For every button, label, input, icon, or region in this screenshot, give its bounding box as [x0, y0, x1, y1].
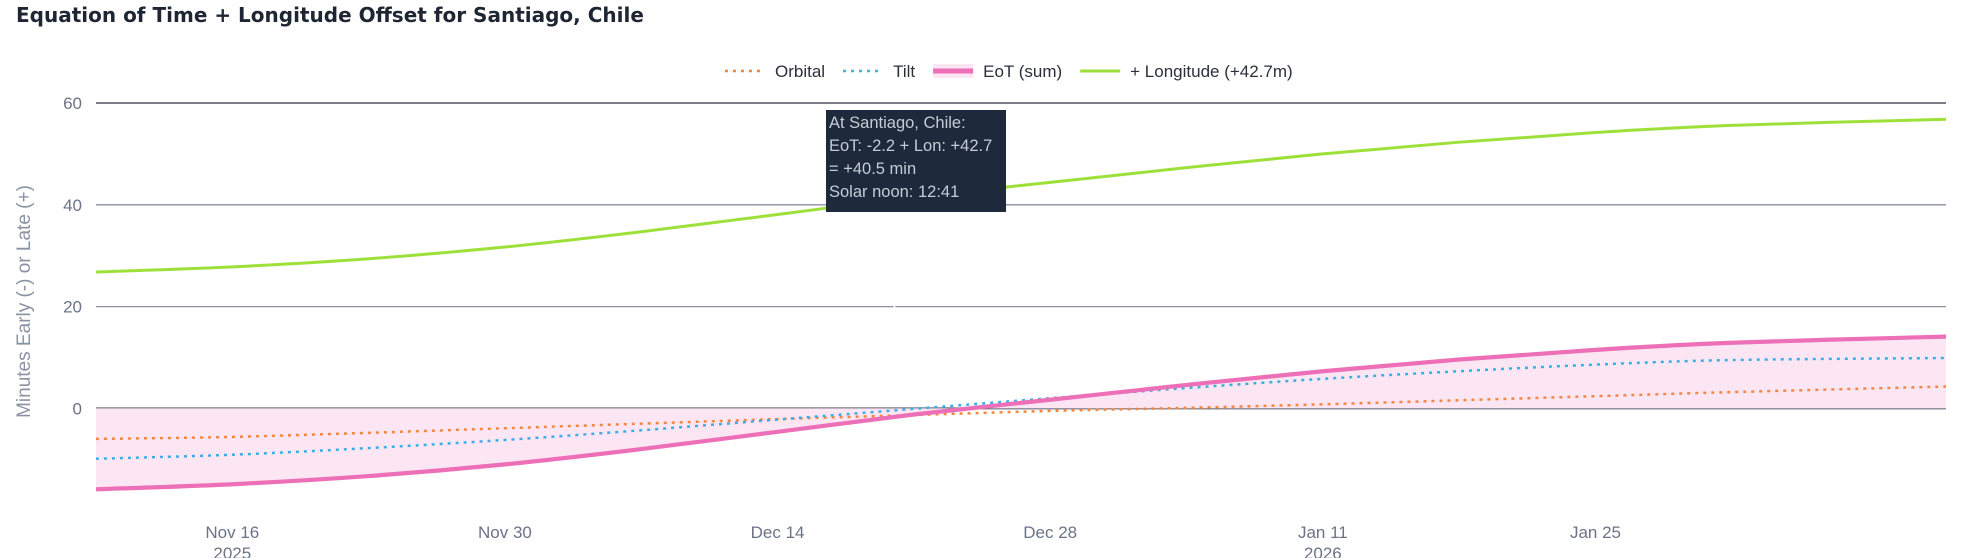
- legend-item[interactable]: Orbital: [725, 62, 825, 81]
- x-tick-label: Jan 25: [1570, 523, 1621, 542]
- legend-label: Tilt: [893, 62, 915, 81]
- series-line-longitude-42-7m: [96, 117, 1946, 274]
- y-tick-labels: 0 20 40 60: [63, 94, 82, 418]
- y-tick-label: 0: [73, 399, 82, 418]
- tooltip: At Santiago, Chile: EoT: -2.2 + Lon: +42.…: [826, 110, 1006, 212]
- legend: Orbital Tilt EoT (sum) + Longitude (+42.7m): [725, 62, 1293, 81]
- x-tick-label: Jan 11: [1298, 523, 1348, 542]
- x-tick-label: Dec 28: [1023, 523, 1077, 542]
- legend-item[interactable]: EoT (sum): [933, 62, 1062, 81]
- x-tick-labels: Nov 16 2025 Nov 30 Dec 14 Dec 28 Jan 11 2026 Ja…: [205, 523, 1621, 558]
- legend-label: EoT (sum): [983, 62, 1062, 81]
- x-tick-year-label: 2026: [1304, 544, 1342, 558]
- y-tick-label: 60: [63, 94, 82, 113]
- tooltip-line: Solar noon: 12:41: [829, 183, 959, 201]
- y-tick-label: 20: [63, 298, 82, 317]
- x-tick-year-label: 2025: [213, 544, 251, 558]
- x-tick-label: Dec 14: [751, 523, 805, 542]
- y-tick-label: 40: [63, 196, 82, 215]
- series-line-tilt: [96, 356, 1946, 461]
- x-tick-label: Nov 30: [478, 523, 532, 542]
- legend-label: + Longitude (+42.7m): [1130, 62, 1293, 81]
- series-fill-eot: [96, 336, 1946, 490]
- series-fills: [96, 336, 1946, 490]
- x-tick-label: Nov 16: [205, 523, 259, 542]
- tooltip-line: = +40.5 min: [829, 160, 916, 178]
- tooltip-box: [826, 110, 1006, 212]
- y-axis-label: Minutes Early (-) or Late (+): [14, 185, 35, 418]
- legend-label: Orbital: [775, 62, 825, 81]
- series-line-eot-sum: [96, 334, 1946, 492]
- legend-item[interactable]: Tilt: [843, 62, 915, 81]
- legend-item[interactable]: + Longitude (+42.7m): [1080, 62, 1293, 81]
- tooltip-line: EoT: -2.2 + Lon: +42.7: [829, 137, 992, 155]
- chart-title: Equation of Time + Longitude Offset for …: [16, 3, 644, 27]
- tooltip-line: At Santiago, Chile:: [829, 114, 966, 132]
